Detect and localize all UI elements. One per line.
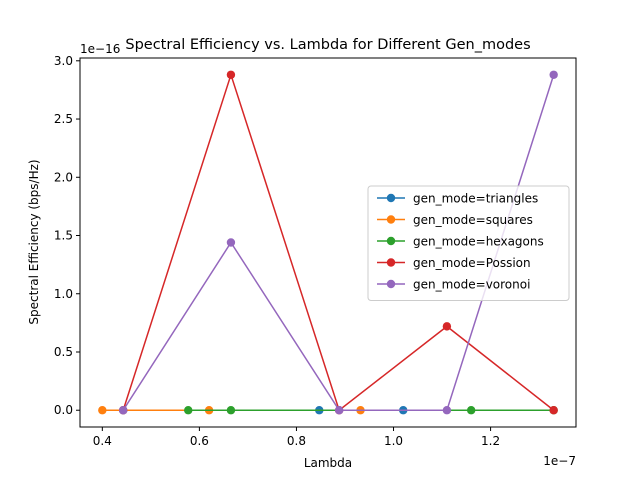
x-offset-text: 1e−7 [543, 454, 576, 468]
legend-label: gen_mode=Possion [413, 256, 531, 270]
data-point [549, 406, 558, 415]
x-tick-label: 0.4 [93, 434, 112, 448]
data-point [549, 70, 558, 79]
y-tick-label: 1.0 [54, 287, 73, 301]
y-tick-label: 0.0 [54, 403, 73, 417]
legend-box [367, 185, 570, 301]
x-tick-label: 0.8 [287, 434, 306, 448]
y-tick-label: 0.5 [54, 345, 73, 359]
data-point [226, 70, 236, 79]
legend-entry: gen_mode=voronoi [377, 278, 530, 292]
data-point [442, 406, 452, 415]
y-tick-label: 1.5 [54, 229, 73, 243]
data-point [98, 406, 107, 415]
legend-label: gen_mode=voronoi [413, 278, 530, 292]
axes-frame [79, 57, 577, 428]
x-tick-label: 0.6 [190, 434, 209, 448]
data-point [226, 406, 236, 415]
y-axis-label: Spectral Efficiency (bps/Hz) [27, 159, 41, 324]
legend-entry: gen_mode=Possion [377, 256, 531, 270]
legend-marker [386, 193, 396, 203]
x-tick-label: 1.0 [384, 434, 403, 448]
y-offset-text: 1e−16 [80, 42, 120, 56]
x-axis: 0.4 0.6 0.8 1.0 1.2 [93, 427, 500, 448]
legend-label: gen_mode=triangles [413, 192, 538, 206]
legend-entry: gen_mode=squares [377, 213, 533, 227]
legend-marker [386, 215, 396, 224]
y-tick-label: 2.5 [54, 112, 73, 126]
y-axis: 0.0 0.5 1.0 1.5 2.0 2.5 3.0 [54, 54, 80, 417]
legend-label: gen_mode=squares [413, 213, 533, 227]
y-tick-label: 2.0 [54, 170, 73, 184]
y-tick-label: 3.0 [54, 54, 73, 68]
legend-entry: gen_mode=triangles [377, 192, 538, 206]
legend-marker [386, 279, 396, 289]
data-point [226, 238, 236, 247]
x-tick-label: 1.2 [481, 434, 500, 448]
legend-label: gen_mode=hexagons [413, 235, 544, 249]
x-axis-label: Lambda [304, 456, 352, 470]
data-point [184, 406, 193, 415]
chart-title: Spectral Efficiency vs. Lambda for Diffe… [125, 37, 530, 53]
legend-marker [386, 236, 396, 246]
data-point [334, 406, 344, 415]
data-point [466, 406, 476, 415]
data-point [442, 322, 452, 331]
data-point [118, 406, 128, 415]
legend-marker [386, 258, 396, 267]
legend-entry: gen_mode=hexagons [377, 235, 544, 249]
legend: gen_mode=triangles gen_mode=squares gen_mo… [367, 185, 570, 301]
